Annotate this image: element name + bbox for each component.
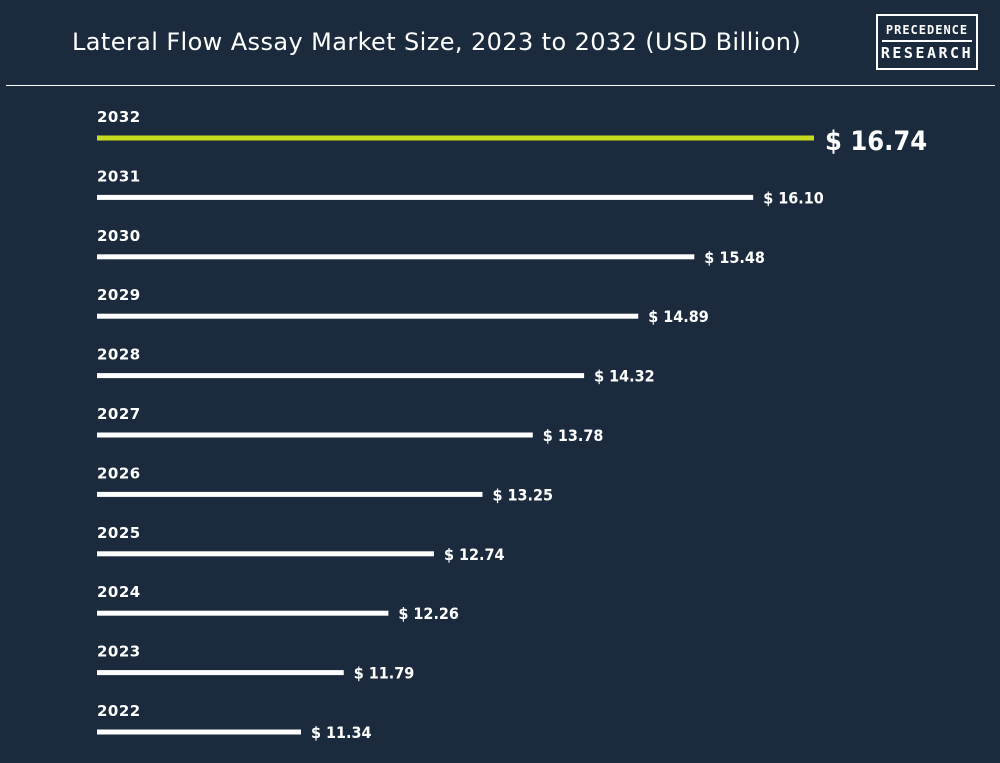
year-label-2022: 2022 — [97, 702, 141, 720]
value-label-2030: $ 15.48 — [704, 248, 765, 267]
bar-2030 — [97, 254, 695, 260]
bar-2028 — [97, 373, 585, 379]
value-label-2024: $ 12.26 — [398, 604, 459, 623]
year-label-2024: 2024 — [97, 583, 141, 601]
chart-header: Lateral Flow Assay Market Size, 2023 to … — [0, 0, 1000, 90]
precedence-research-logo: PRECEDENCE RESEARCH — [876, 14, 978, 70]
value-label-2032: $ 16.74 — [825, 126, 927, 157]
year-label-2026: 2026 — [97, 464, 141, 482]
value-label-2023: $ 11.79 — [354, 664, 415, 683]
bar-2025 — [97, 551, 434, 557]
bar-2029 — [97, 313, 639, 319]
bar-2026 — [97, 491, 483, 497]
value-label-2028: $ 14.32 — [594, 367, 655, 386]
year-label-2028: 2028 — [97, 346, 141, 364]
value-label-2022: $ 11.34 — [311, 723, 372, 742]
year-label-2031: 2031 — [97, 167, 141, 185]
bar-2023 — [97, 670, 344, 676]
bar-2031 — [97, 194, 754, 200]
year-label-2032: 2032 — [97, 108, 141, 126]
year-label-2030: 2030 — [97, 227, 141, 245]
year-label-2025: 2025 — [97, 524, 141, 542]
year-label-2027: 2027 — [97, 405, 141, 423]
chart-title: Lateral Flow Assay Market Size, 2023 to … — [72, 28, 802, 56]
value-label-2025: $ 12.74 — [444, 545, 505, 564]
bar-2022 — [97, 729, 301, 735]
bar-2032 — [97, 135, 814, 141]
logo-text-top: PRECEDENCE — [882, 20, 972, 42]
value-label-2031: $ 16.10 — [763, 188, 824, 207]
bar-2024 — [97, 610, 389, 616]
bar-2027 — [97, 432, 533, 438]
value-label-2029: $ 14.89 — [648, 307, 709, 326]
year-label-2023: 2023 — [97, 643, 141, 661]
logo-text-bottom: RESEARCH — [880, 44, 974, 62]
year-label-2029: 2029 — [97, 286, 141, 304]
value-label-2027: $ 13.78 — [543, 426, 604, 445]
header-divider — [6, 85, 995, 86]
value-label-2026: $ 13.25 — [492, 485, 553, 504]
